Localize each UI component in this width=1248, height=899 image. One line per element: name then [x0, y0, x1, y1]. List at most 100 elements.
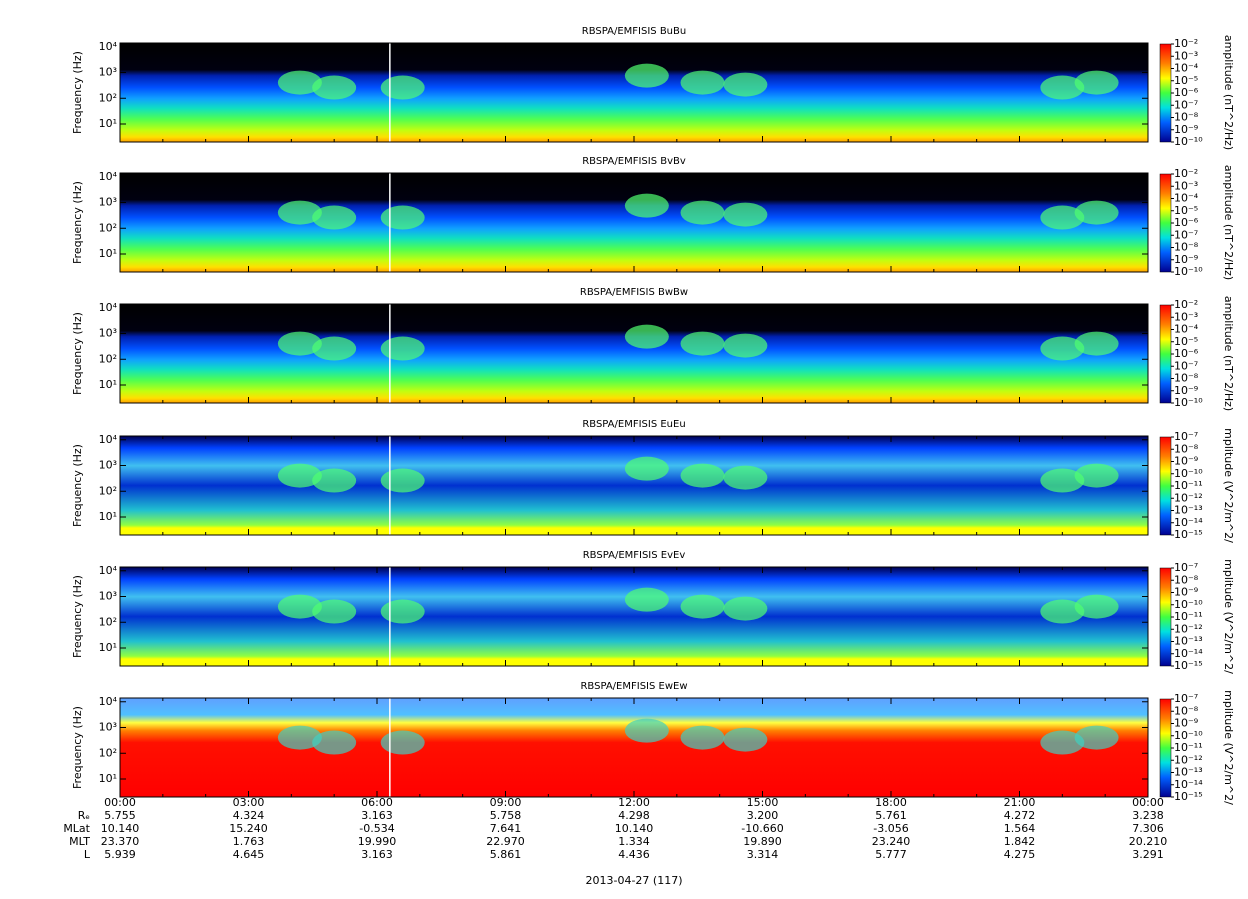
- emission-feature: [624, 587, 669, 612]
- ephemeris-value: 4.275: [1004, 848, 1036, 861]
- emission-feature: [380, 205, 425, 230]
- emission-feature: [277, 725, 322, 750]
- y-axis-label: Frequency (Hz): [71, 706, 84, 789]
- y-axis-label: Frequency (Hz): [71, 51, 84, 134]
- colorbar-tick-label: 10⁻³: [1174, 179, 1198, 192]
- colorbar-tick-label: 10⁻¹⁵: [1174, 790, 1203, 803]
- emission-feature: [277, 200, 322, 225]
- y-tick-label: 10²: [99, 484, 117, 497]
- emission-feature: [680, 725, 725, 750]
- y-tick-label: 10⁴: [99, 564, 118, 577]
- colorbar-tick-label: 10⁻⁷: [1174, 692, 1198, 705]
- colorbar-tick-label: 10⁻⁷: [1174, 98, 1198, 111]
- ephemeris-value: -0.534: [359, 822, 394, 835]
- colorbar-tick-label: 10⁻²: [1174, 298, 1198, 311]
- ephemeris-value: 5.761: [875, 809, 907, 822]
- emission-feature: [380, 599, 425, 624]
- ephemeris-value: 20.210: [1129, 835, 1168, 848]
- y-tick-label: 10¹: [99, 378, 117, 391]
- colorbar-tick-label: 10⁻¹⁴: [1174, 516, 1203, 529]
- emission-feature: [624, 324, 669, 349]
- y-tick-label: 10³: [99, 327, 117, 340]
- colorbar-label: mplitude (V^2/m^2/: [1222, 690, 1235, 805]
- spectrogram-image: [120, 304, 1148, 403]
- ephemeris-value: 23.370: [101, 835, 140, 848]
- x-tick-label: 21:00: [1004, 796, 1036, 809]
- emission-feature: [312, 730, 357, 755]
- emission-feature: [723, 72, 768, 97]
- x-tick-label: 00:00: [104, 796, 136, 809]
- colorbar-tick-label: 10⁻¹⁴: [1174, 778, 1203, 791]
- y-tick-label: 10⁴: [99, 433, 118, 446]
- ephemeris-value: 19.890: [743, 835, 782, 848]
- emission-feature: [1040, 205, 1085, 230]
- colorbar-tick-label: 10⁻⁹: [1174, 455, 1198, 468]
- ephemeris-value: 5.861: [490, 848, 522, 861]
- ephemeris-value: 3.238: [1132, 809, 1164, 822]
- colorbar: [1159, 698, 1172, 798]
- y-tick-label: 10³: [99, 459, 117, 472]
- emission-feature: [723, 202, 768, 227]
- emission-feature: [277, 594, 322, 619]
- emission-feature: [680, 594, 725, 619]
- colorbar-tick-label: 10⁻¹²: [1174, 753, 1203, 766]
- colorbar: [1159, 304, 1172, 404]
- y-tick-label: 10⁴: [99, 695, 118, 708]
- colorbar-tick-label: 10⁻⁵: [1174, 204, 1198, 217]
- colorbar-tick-label: 10⁻¹⁵: [1174, 528, 1203, 541]
- emission-feature: [380, 75, 425, 100]
- emission-feature: [1074, 331, 1119, 356]
- colorbar-tick-label: 10⁻³: [1174, 310, 1198, 323]
- y-axis-label: Frequency (Hz): [71, 444, 84, 527]
- ephemeris-value: 10.140: [101, 822, 140, 835]
- y-tick-label: 10¹: [99, 117, 117, 130]
- colorbar-tick-label: 10⁻¹³: [1174, 766, 1203, 779]
- emission-feature: [723, 465, 768, 490]
- emission-feature: [723, 727, 768, 752]
- emission-feature: [312, 336, 357, 361]
- emission-feature: [1040, 468, 1085, 493]
- y-tick-label: 10³: [99, 196, 117, 209]
- spectrogram-image: [120, 173, 1148, 272]
- emission-feature: [312, 205, 357, 230]
- colorbar-tick-label: 10⁻⁹: [1174, 717, 1198, 730]
- colorbar-tick-label: 10⁻¹⁴: [1174, 647, 1203, 660]
- emission-feature: [1074, 725, 1119, 750]
- y-axis-label: Frequency (Hz): [71, 575, 84, 658]
- ephemeris-value: -3.056: [873, 822, 908, 835]
- ephemeris-value: 4.324: [233, 809, 265, 822]
- emission-feature: [312, 599, 357, 624]
- ephemeris-value: 4.645: [233, 848, 265, 861]
- ephemeris-value: 7.306: [1132, 822, 1164, 835]
- ephemeris-label: L: [84, 848, 91, 861]
- y-tick-label: 10³: [99, 721, 117, 734]
- colorbar-label: mplitude (V^2/m^2/: [1222, 559, 1235, 674]
- panel-title: RBSPA/EMFISIS BwBw: [580, 287, 688, 298]
- colorbar-tick-label: 10⁻¹¹: [1174, 741, 1203, 754]
- panel-title: RBSPA/EMFISIS EuEu: [582, 419, 685, 430]
- emission-feature: [1074, 70, 1119, 95]
- colorbar: [1159, 43, 1172, 143]
- emission-feature: [380, 336, 425, 361]
- ephemeris-value: 7.641: [490, 822, 522, 835]
- date-label: 2013-04-27 (117): [585, 874, 682, 887]
- colorbar-tick-label: 10⁻⁸: [1174, 442, 1199, 455]
- colorbar-tick-label: 10⁻¹⁰: [1174, 598, 1203, 611]
- colorbar: [1159, 173, 1172, 273]
- x-tick-label: 00:00: [1132, 796, 1164, 809]
- spectrogram-image: [120, 43, 1148, 142]
- ephemeris-value: 3.314: [747, 848, 779, 861]
- colorbar-tick-label: 10⁻¹²: [1174, 491, 1203, 504]
- colorbar-tick-label: 10⁻¹⁰: [1174, 396, 1203, 409]
- emission-feature: [1074, 463, 1119, 488]
- y-tick-label: 10³: [99, 66, 117, 79]
- colorbar-tick-label: 10⁻⁵: [1174, 74, 1198, 87]
- x-tick-label: 03:00: [233, 796, 265, 809]
- colorbar-tick-label: 10⁻⁸: [1174, 111, 1199, 124]
- x-tick-label: 06:00: [361, 796, 393, 809]
- colorbar-tick-label: 10⁻⁵: [1174, 335, 1198, 348]
- colorbar-label: amplitude (nT^2/Hz): [1222, 35, 1235, 150]
- colorbar-tick-label: 10⁻¹⁵: [1174, 659, 1203, 672]
- spectrogram-image: [120, 698, 1148, 797]
- ephemeris-value: 5.777: [875, 848, 907, 861]
